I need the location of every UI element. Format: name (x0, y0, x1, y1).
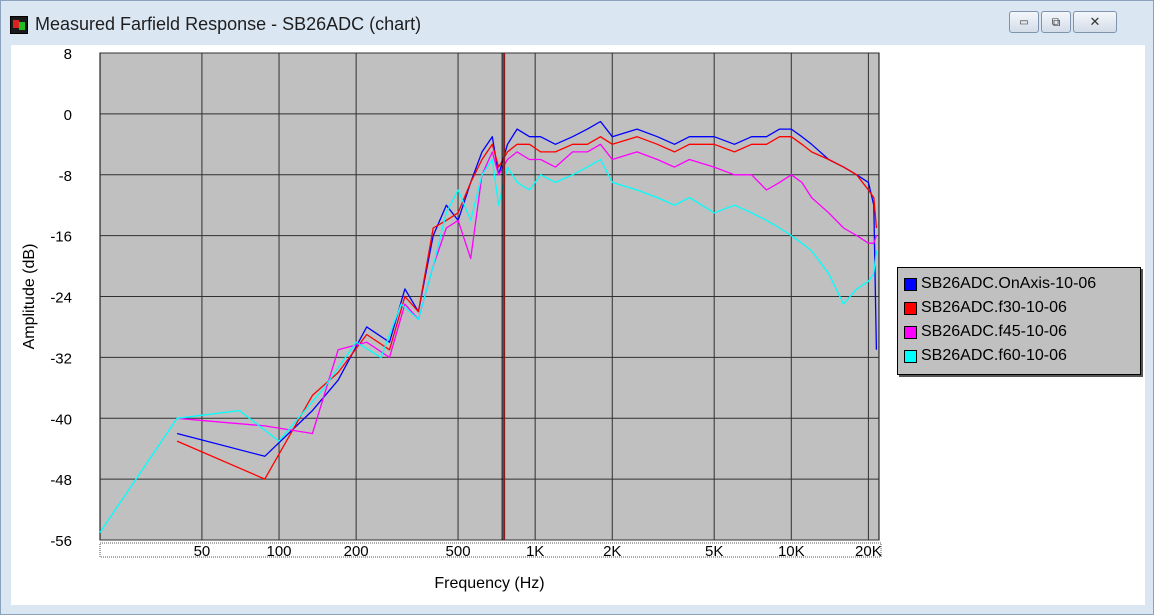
x-tick-label: 1K (526, 543, 544, 560)
y-tick-label: -24 (50, 290, 72, 307)
x-tick-label: 5K (705, 543, 723, 560)
series-line-1 (176, 120, 878, 457)
legend-item: SB26ADC.f45-10-06 (904, 320, 1140, 344)
y-tick-label: -32 (50, 350, 72, 367)
x-tick-label: 500 (446, 543, 471, 560)
series-line-2 (176, 136, 878, 480)
legend-label: SB26ADC.OnAxis-10-06 (921, 275, 1097, 292)
frequency-response-chart: 8 0 -8 -16 -24 -32 -40 -48 -56 50 100 200 500 1K 2K 5K 1… (21, 46, 882, 592)
x-tick-label: 200 (344, 543, 369, 560)
y-tick-label: -40 (50, 411, 72, 428)
app-icon[interactable] (10, 16, 28, 34)
chart-client-area: 8 0 -8 -16 -24 -32 -40 -48 -56 50 100 200 500 1K 2K 5K 1… (11, 45, 1145, 605)
y-tick-label: 0 (64, 107, 72, 124)
legend-label: SB26ADC.f45-10-06 (921, 323, 1067, 340)
y-tick-label: -56 (50, 533, 72, 550)
y-axis-title: Amplitude (dB) (21, 244, 38, 350)
x-tick-label: 2K (603, 543, 621, 560)
legend-swatch (904, 325, 917, 339)
y-tick-label: -8 (59, 168, 72, 185)
legend-swatch (904, 277, 917, 291)
y-tick-label: -48 (50, 472, 72, 489)
x-tick-label: 20K (855, 543, 882, 560)
x-axis-band (99, 542, 882, 558)
minimize-icon: ▭ (1019, 16, 1029, 28)
x-tick-label: 100 (267, 543, 292, 560)
y-tick-label: 8 (64, 46, 72, 63)
legend-swatch (904, 349, 917, 363)
chart-legend: SB26ADC.OnAxis-10-06 SB26ADC.f30-10-06 S… (897, 267, 1141, 375)
legend-label: SB26ADC.f60-10-06 (921, 347, 1067, 364)
x-tick-label: 10K (778, 543, 805, 560)
minimize-button[interactable]: ▭ (1009, 11, 1039, 33)
series-line-4 (99, 158, 878, 533)
close-button[interactable]: ✕ (1073, 11, 1117, 33)
legend-swatch (904, 301, 917, 315)
maximize-button[interactable]: ⧉ (1041, 11, 1071, 33)
y-tick-label: -16 (50, 229, 72, 246)
legend-label: SB26ADC.f30-10-06 (921, 299, 1067, 316)
legend-item: SB26ADC.OnAxis-10-06 (904, 272, 1140, 296)
legend-item: SB26ADC.f30-10-06 (904, 296, 1140, 320)
title-bar[interactable]: Measured Farfield Response - SB26ADC (ch… (1, 1, 1153, 43)
x-tick-label: 50 (194, 543, 211, 560)
window-title: Measured Farfield Response - SB26ADC (ch… (35, 14, 422, 34)
close-icon: ✕ (1089, 14, 1101, 29)
legend-item: SB26ADC.f60-10-06 (904, 344, 1140, 368)
x-axis-title: Frequency (Hz) (434, 575, 544, 592)
restore-icon: ⧉ (1051, 14, 1061, 29)
